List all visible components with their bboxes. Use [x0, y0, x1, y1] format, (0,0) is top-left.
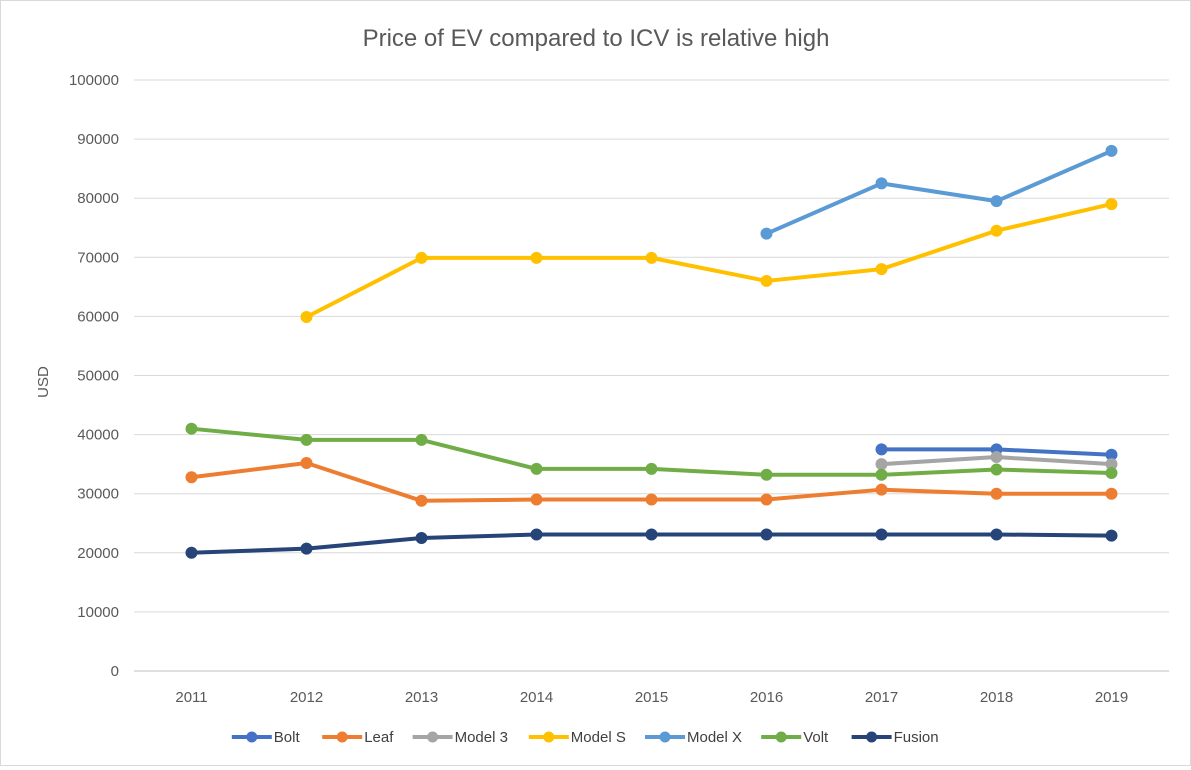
legend-label: Volt	[803, 729, 829, 746]
legend-swatch-marker	[543, 731, 555, 743]
y-tick-label: 50000	[77, 368, 119, 385]
data-point	[530, 528, 543, 541]
data-point	[415, 433, 428, 446]
data-point	[875, 177, 888, 190]
y-axis-title: USD	[35, 366, 52, 398]
series-model-3	[875, 451, 1118, 471]
series-volt	[185, 422, 1118, 481]
data-point	[760, 468, 773, 481]
data-point	[1105, 529, 1118, 542]
y-tick-label: 40000	[77, 427, 119, 444]
y-tick-label: 70000	[77, 249, 119, 266]
data-point	[530, 493, 543, 506]
x-tick-label: 2015	[635, 689, 668, 706]
legend-swatch-marker	[866, 731, 878, 743]
data-point	[185, 546, 198, 559]
legend: Bolt Leaf Model 3 Model S Model X Volt Fusion	[231, 729, 939, 746]
data-point	[300, 433, 313, 446]
series-line	[304, 202, 1114, 319]
series-fusion	[185, 528, 1118, 559]
data-point	[875, 483, 888, 496]
data-point	[300, 456, 313, 469]
data-point	[990, 528, 1003, 541]
x-tick-label: 2018	[980, 689, 1013, 706]
y-tick-label: 0	[111, 663, 119, 680]
legend-item: Leaf	[322, 729, 394, 746]
legend-label: Model 3	[455, 729, 508, 746]
y-tick-label: 90000	[77, 131, 119, 148]
series-lines	[185, 144, 1118, 559]
legend-item: Fusion	[851, 729, 939, 746]
legend-swatch-marker	[336, 731, 348, 743]
data-point	[530, 462, 543, 475]
data-point	[875, 458, 888, 471]
legend-swatch-marker	[659, 731, 671, 743]
data-point	[415, 494, 428, 507]
series-line	[764, 148, 1114, 236]
data-point	[760, 493, 773, 506]
legend-item: Model S	[528, 729, 626, 746]
series-model-s	[300, 198, 1118, 323]
axes: 0 10000 20000 30000 40000 50000 60000 70000 8000…	[69, 72, 1169, 706]
chart-title: Price of EV compared to ICV is relative …	[363, 25, 830, 52]
data-point	[1105, 487, 1118, 500]
data-point	[645, 528, 658, 541]
legend-swatch-marker	[775, 731, 787, 743]
data-point	[760, 227, 773, 240]
y-tick-label: 20000	[77, 545, 119, 562]
data-point	[185, 422, 198, 435]
data-point	[300, 310, 313, 323]
legend-item: Volt	[761, 729, 829, 746]
data-point	[875, 263, 888, 276]
data-point	[415, 251, 428, 264]
legend-item: Model 3	[412, 729, 508, 746]
x-tick-label: 2012	[290, 689, 323, 706]
legend-label: Model X	[687, 729, 742, 746]
data-point	[990, 224, 1003, 237]
legend-label: Bolt	[274, 729, 301, 746]
y-tick-label: 80000	[77, 190, 119, 207]
data-point	[1105, 198, 1118, 211]
data-point	[530, 251, 543, 264]
legend-label: Model S	[571, 729, 626, 746]
data-point	[300, 542, 313, 555]
legend-label: Fusion	[894, 729, 939, 746]
y-tick-label: 30000	[77, 486, 119, 503]
data-point	[1105, 467, 1118, 480]
series-leaf	[185, 456, 1118, 507]
data-point	[990, 195, 1003, 208]
y-tick-label: 10000	[77, 604, 119, 621]
data-point	[875, 468, 888, 481]
x-tick-label: 2017	[865, 689, 898, 706]
data-point	[185, 471, 198, 484]
data-point	[760, 274, 773, 287]
data-point	[875, 443, 888, 456]
data-point	[645, 462, 658, 475]
legend-item: Model X	[645, 729, 742, 746]
data-point	[1105, 144, 1118, 157]
x-tick-label: 2014	[520, 689, 553, 706]
data-point	[990, 463, 1003, 476]
legend-item: Bolt	[231, 729, 301, 746]
data-point	[645, 251, 658, 264]
y-tick-label: 60000	[77, 308, 119, 325]
x-tick-label: 2011	[175, 689, 207, 706]
data-point	[760, 528, 773, 541]
data-point	[875, 528, 888, 541]
data-point	[990, 487, 1003, 500]
x-tick-label: 2013	[405, 689, 438, 706]
legend-swatch-marker	[427, 731, 439, 743]
legend-label: Leaf	[364, 729, 394, 746]
x-tick-label: 2019	[1095, 689, 1128, 706]
data-point	[990, 451, 1003, 464]
data-point	[415, 532, 428, 545]
y-tick-label: 100000	[69, 72, 119, 89]
data-point	[645, 493, 658, 506]
x-tick-label: 2016	[750, 689, 783, 706]
series-model-x	[760, 144, 1118, 240]
legend-swatch-marker	[246, 731, 258, 743]
